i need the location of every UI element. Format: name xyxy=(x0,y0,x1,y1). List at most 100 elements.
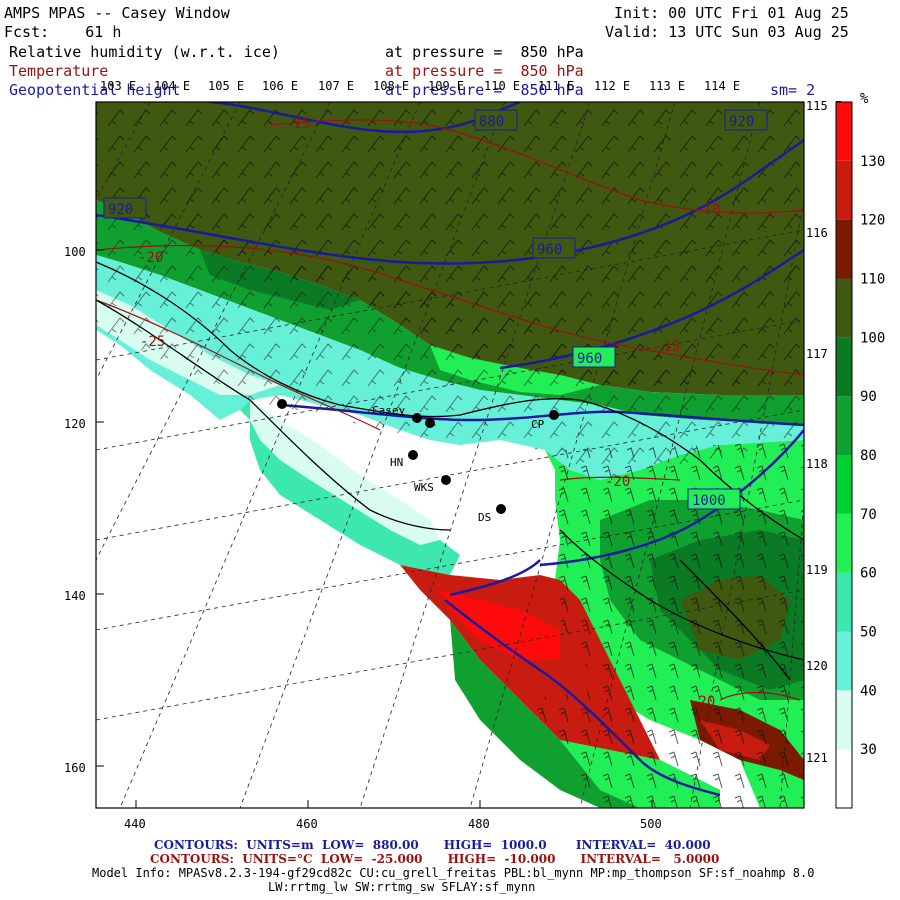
colorbar-bin xyxy=(836,455,852,514)
svg-text:120 E: 120 E xyxy=(806,659,842,673)
svg-text:112 E: 112 E xyxy=(594,79,630,93)
colorbar-bin xyxy=(836,631,852,691)
top-longitude-labels: 103 E 104 E 105 E 106 E 107 E 108 E 109 … xyxy=(100,79,842,113)
temperature-contour-labels: -15 -20 -25 -10 -15 -20 -20 xyxy=(138,116,720,710)
svg-text:116 E: 116 E xyxy=(806,226,842,240)
colorbar-bin xyxy=(836,572,852,632)
station-label-hn: HN xyxy=(390,456,403,469)
station-dot xyxy=(496,504,506,514)
station-label-wks: WKS xyxy=(414,481,434,494)
colorbar-unit: % xyxy=(860,91,869,107)
svg-text:920: 920 xyxy=(108,202,133,218)
svg-text:117 E: 117 E xyxy=(806,347,842,361)
axis-ticks xyxy=(96,249,653,808)
svg-text:460: 460 xyxy=(296,817,318,831)
svg-text:500: 500 xyxy=(640,817,662,831)
field-temp-level: at pressure = 850 hPa xyxy=(385,62,584,80)
colorbar-bin xyxy=(836,160,852,220)
coastline xyxy=(96,261,804,681)
colorbar-bin xyxy=(836,278,852,338)
svg-text:-20: -20 xyxy=(605,474,630,490)
svg-text:106 E: 106 E xyxy=(262,79,298,93)
svg-text:103 E: 103 E xyxy=(100,79,136,93)
colorbar-label: 50 xyxy=(860,625,877,641)
station-label-casey: Casey xyxy=(372,404,405,417)
colorbar-bin xyxy=(836,690,852,750)
svg-text:880: 880 xyxy=(479,114,504,130)
svg-text:960: 960 xyxy=(537,242,562,258)
station-dot xyxy=(277,399,287,409)
axis-tick-labels: 440 460 480 500 100 120 140 160 xyxy=(64,245,662,831)
svg-text:-15: -15 xyxy=(285,116,310,132)
station-label-cp: CP xyxy=(531,418,545,431)
smoothing-label: sm= 2 xyxy=(770,81,816,99)
station-markers xyxy=(277,399,559,514)
valid-time: Valid: 13 UTC Sun 03 Aug 25 xyxy=(605,23,849,41)
station-dot xyxy=(412,413,422,423)
lat-lon-grid xyxy=(96,102,804,808)
station-dot xyxy=(425,418,435,428)
colorbar-bin xyxy=(836,513,852,573)
colorbar-labels: 130 120 110 100 90 80 70 60 50 40 30 xyxy=(860,154,885,758)
svg-text:100: 100 xyxy=(64,245,86,259)
footer-height-contours: CONTOURS: UNITS=m LOW= 880.00 HIGH= 1000… xyxy=(154,838,711,852)
svg-text:120: 120 xyxy=(64,417,86,431)
svg-text:115 E: 115 E xyxy=(806,99,842,113)
svg-text:110 E: 110 E xyxy=(484,79,520,93)
colorbar-label: 30 xyxy=(860,742,877,758)
field-rh-level: at pressure = 850 hPa xyxy=(385,43,584,61)
right-longitude-labels: 116 E 117 E 118 E 119 E 120 E 121 E xyxy=(806,226,842,765)
station-dot xyxy=(549,410,559,420)
svg-text:-20: -20 xyxy=(138,250,163,266)
forecast-hour: Fcst: 61 h xyxy=(4,23,122,41)
colorbar-bin xyxy=(836,396,852,455)
station-label-ds: DS xyxy=(478,511,491,524)
field-rh-name: Relative humidity (w.r.t. ice) xyxy=(9,43,280,61)
field-height-name: Geopotential height xyxy=(9,81,181,99)
station-dot xyxy=(441,475,451,485)
colorbar-label: 80 xyxy=(860,448,877,464)
svg-text:920: 920 xyxy=(729,114,754,130)
station-labels: Casey CP HN WKS DS xyxy=(372,404,545,524)
colorbar-frame xyxy=(835,101,853,809)
map-field xyxy=(96,102,804,808)
plot-frame xyxy=(95,101,805,809)
footer-model-info: Model Info: MPASv8.2.3-194-gf29cd82c CU:… xyxy=(92,866,815,880)
svg-text:118 E: 118 E xyxy=(806,457,842,471)
svg-text:960: 960 xyxy=(577,351,602,367)
colorbar-label: 100 xyxy=(860,330,885,346)
svg-text:1000: 1000 xyxy=(692,493,726,509)
svg-text:113 E: 113 E xyxy=(649,79,685,93)
plateau-edge xyxy=(444,599,721,797)
colorbar-bin xyxy=(836,102,852,161)
plot-title: AMPS MPAS -- Casey Window xyxy=(4,4,230,22)
colorbar-label: 90 xyxy=(860,389,877,405)
footer-model-physics: LW:rrtmg_lw SW:rrtmg_sw SFLAY:sf_mynn xyxy=(268,880,536,894)
colorbar xyxy=(835,101,853,809)
colorbar-label: 40 xyxy=(860,683,877,699)
svg-text:119 E: 119 E xyxy=(806,563,842,577)
svg-text:-15: -15 xyxy=(655,339,680,355)
svg-text:105 E: 105 E xyxy=(208,79,244,93)
colorbar-label: 120 xyxy=(860,213,885,229)
svg-text:-25: -25 xyxy=(140,334,165,350)
svg-text:-10: -10 xyxy=(695,202,720,218)
svg-text:111 E: 111 E xyxy=(538,79,574,93)
svg-text:109 E: 109 E xyxy=(428,79,464,93)
colorbar-label: 70 xyxy=(860,507,877,523)
colorbar-bin xyxy=(836,337,852,397)
colorbar-bin xyxy=(836,219,852,279)
svg-text:-20: -20 xyxy=(690,694,715,710)
field-height-level: at pressure = 850 hPa xyxy=(385,81,584,99)
temperature-contours xyxy=(96,119,804,701)
colorbar-label: 60 xyxy=(860,566,877,582)
svg-text:480: 480 xyxy=(468,817,490,831)
svg-text:160: 160 xyxy=(64,761,86,775)
svg-text:440: 440 xyxy=(124,817,146,831)
colorbar-label: 110 xyxy=(860,272,885,288)
svg-text:121 E: 121 E xyxy=(806,751,842,765)
colorbar-label: 130 xyxy=(860,154,885,170)
init-time: Init: 00 UTC Fri 01 Aug 25 xyxy=(614,4,849,22)
colorbar-bin xyxy=(836,749,852,808)
